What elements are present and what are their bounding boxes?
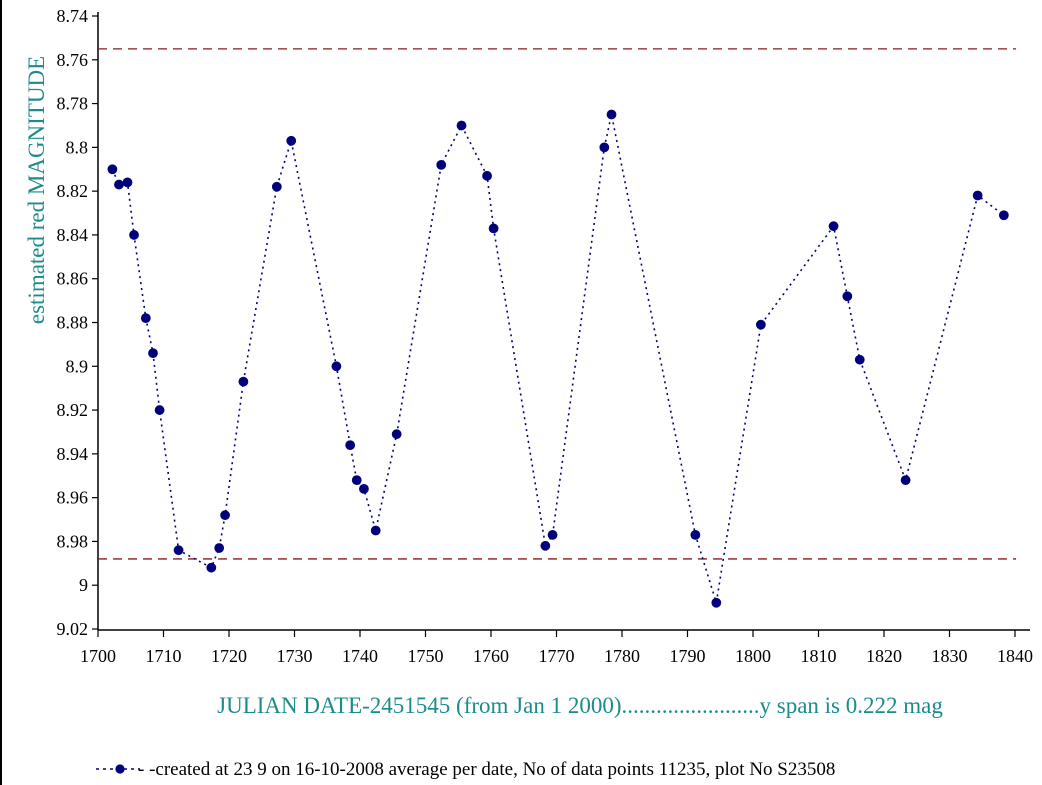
data-point [214, 543, 225, 553]
y-tick-label: 9.02 [57, 619, 89, 639]
x-tick-label: 1720 [211, 646, 247, 666]
data-point [370, 525, 381, 536]
y-tick-label: 8.96 [57, 488, 89, 508]
data-point [271, 181, 282, 192]
data-point [173, 545, 184, 556]
x-tick-label: 1750 [408, 646, 444, 666]
legend-marker [115, 764, 125, 774]
data-point [547, 529, 558, 540]
y-tick-label: 8.78 [57, 94, 89, 114]
x-axis-label: JULIAN DATE-2451545 (from Jan 1 2000)...… [217, 693, 943, 718]
y-tick-label: 8.88 [57, 313, 89, 333]
data-point [854, 354, 865, 365]
y-tick-label: 8.8 [66, 137, 89, 157]
data-point [711, 597, 722, 608]
x-tick-label: 1780 [604, 646, 640, 666]
y-tick-label: 8.9 [66, 356, 89, 376]
x-tick-label: 1790 [670, 646, 706, 666]
data-point [154, 405, 165, 415]
data-point [206, 562, 217, 573]
data-point [148, 348, 158, 359]
y-tick-label: 8.82 [57, 181, 89, 201]
series-line [111, 114, 1005, 603]
x-tick-label: 1820 [866, 646, 902, 666]
x-tick-label: 1730 [277, 646, 313, 666]
y-tick-label: 8.86 [57, 269, 89, 289]
data-point [900, 475, 911, 486]
data-point [456, 120, 467, 131]
x-tick-label: 1770 [539, 646, 575, 666]
data-point [114, 179, 124, 190]
data-point [140, 313, 151, 324]
data-point [351, 475, 362, 486]
x-tick-label: 1840 [997, 646, 1033, 666]
legend-text: - -created at 23 9 on 16-10-2008 average… [138, 759, 835, 780]
y-tick-label: 8.92 [57, 400, 89, 420]
data-point [345, 440, 356, 450]
y-tick-label: 9 [79, 575, 88, 595]
data-point [540, 540, 551, 551]
data-point [220, 510, 230, 521]
data-point [690, 529, 701, 540]
data-point [331, 361, 342, 372]
data-point [842, 291, 853, 302]
data-point [755, 319, 766, 330]
data-point [286, 135, 297, 146]
data-point [972, 190, 983, 201]
x-tick-label: 1710 [146, 646, 182, 666]
data-point [998, 210, 1009, 221]
data-point [391, 429, 402, 440]
y-tick-label: 8.94 [57, 444, 89, 464]
y-tick-label: 8.74 [57, 6, 89, 26]
data-point [359, 483, 369, 494]
data-point [828, 221, 839, 232]
y-tick-label: 8.84 [57, 225, 89, 245]
data-point [107, 164, 118, 175]
data-point [129, 230, 139, 240]
y-tick-label: 8.98 [57, 531, 89, 551]
x-tick-label: 1740 [342, 646, 378, 666]
data-point [238, 376, 249, 387]
x-tick-label: 1810 [801, 646, 837, 666]
data-point [122, 177, 133, 188]
data-point [488, 223, 499, 234]
data-point [599, 142, 610, 153]
x-tick-label: 1700 [80, 646, 116, 666]
window-left-border [0, 0, 2, 785]
x-tick-label: 1830 [932, 646, 968, 666]
x-tick-label: 1800 [735, 646, 771, 666]
data-point [606, 109, 617, 120]
data-point [436, 159, 447, 170]
x-tick-label: 1760 [473, 646, 509, 666]
data-point [482, 170, 492, 181]
y-axis-label: estimated red MAGNITUDE [24, 56, 49, 324]
y-tick-label: 8.76 [57, 50, 89, 70]
